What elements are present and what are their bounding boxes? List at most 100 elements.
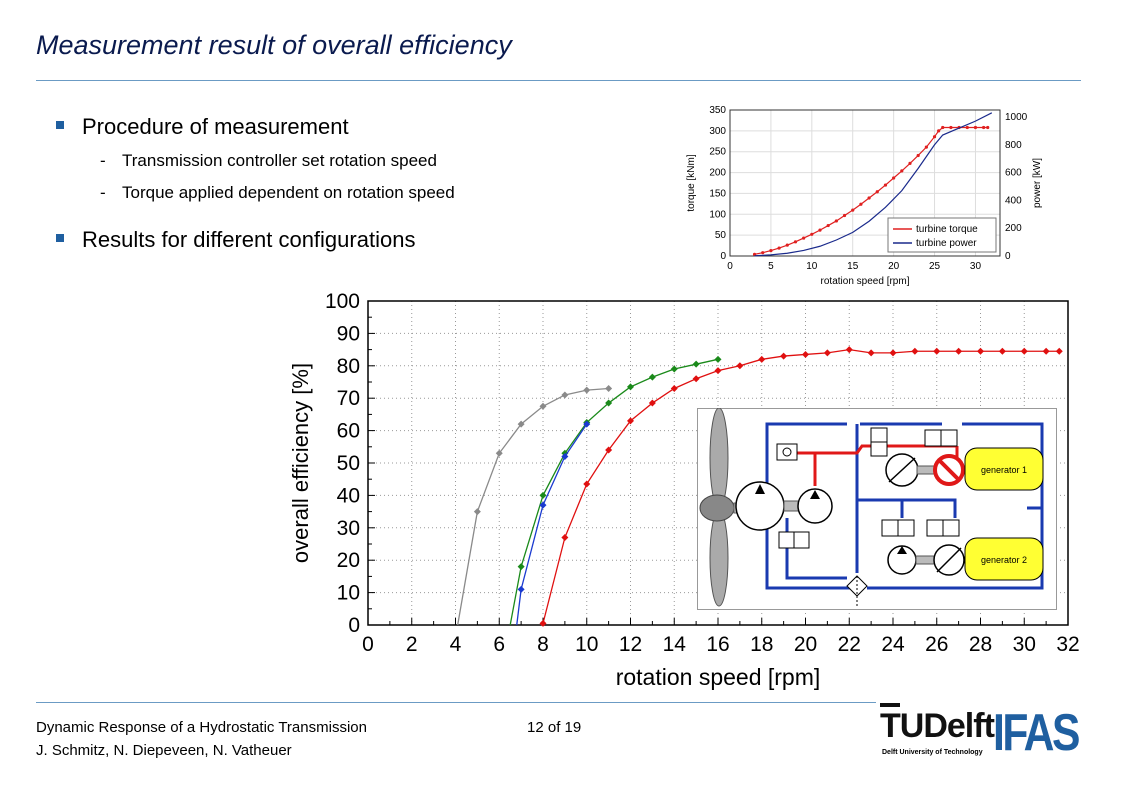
bullet-1-text: Procedure of measurement (82, 114, 349, 139)
torque-series-1-point (941, 125, 945, 130)
propeller-blade-bottom (709, 509, 729, 607)
torque-series-1-point (949, 125, 953, 130)
generator-2 (964, 537, 1044, 581)
x-tick-label: 2 (406, 633, 418, 656)
torque-series-1-point (892, 176, 896, 180)
x-tick-label: 14 (663, 633, 687, 656)
disabled-icon (933, 454, 965, 486)
tudelft-logo-subtitle: Delft University of Technology (882, 749, 983, 756)
torque-series-1-point (924, 145, 928, 149)
x-tick-label: 20 (888, 261, 900, 272)
efficiency-series-3-point (561, 453, 569, 461)
y-tick-label: 30 (337, 517, 360, 540)
x-tick-label: 4 (450, 633, 462, 656)
legend-box (887, 217, 997, 253)
y-tick-label: 0 (720, 251, 726, 262)
efficiency-series-2-point (605, 399, 613, 407)
y-tick-label: 150 (709, 188, 726, 199)
generator-1-label: generator 1 (981, 465, 1027, 475)
torque-series-1-point (810, 232, 814, 236)
torque-series-1-point (883, 183, 888, 187)
efficiency-series-1-point (517, 420, 525, 428)
torque-power-chart: 0 5 10 15 20 25 300501001502002503003500200400… (686, 105, 1043, 287)
y-tick-label: 0 (348, 614, 360, 637)
efficiency-series-2-point (648, 373, 656, 381)
bullet-2: Results for different configurations (56, 227, 415, 253)
y2-tick-label: 200 (1005, 223, 1022, 234)
x-tick-label: 5 (768, 261, 774, 272)
efficiency-series-4-point (1042, 347, 1050, 355)
efficiency-series-2-point (714, 355, 722, 363)
efficiency-series-4-point (889, 349, 897, 357)
title-rule (36, 80, 1081, 81)
torque-series-1-point (932, 135, 937, 139)
hydraulic-diagram: generator 1 generator 2 (697, 408, 1057, 610)
efficiency-series-1-line (457, 387, 609, 626)
torque-series-1-point (859, 202, 863, 206)
x-tick-label: 22 (838, 633, 861, 656)
x-axis-label: rotation speed [rpm] (821, 276, 910, 287)
bullet-1: Procedure of measurement (56, 114, 349, 140)
torque-series-1-point (965, 125, 969, 130)
efficiency-series-3-point (583, 420, 591, 428)
efficiency-series-2-point (692, 360, 700, 368)
bullet-square-icon (56, 234, 64, 243)
efficiency-series-4-point (648, 399, 656, 407)
torque-series-1-point (982, 125, 986, 130)
x-tick-label: 25 (929, 261, 941, 272)
y-tick-label: 40 (337, 484, 360, 507)
efficiency-series-1-point (473, 508, 481, 516)
torque-series-1-point (986, 125, 990, 130)
efficiency-series-2-point (517, 563, 525, 571)
y2-tick-label: 0 (1005, 251, 1011, 262)
efficiency-series-4-point (955, 347, 963, 355)
y-tick-label: 70 (337, 387, 360, 410)
y-tick-label: 80 (337, 355, 360, 378)
x-tick-label: 0 (362, 633, 374, 656)
y2-tick-label: 800 (1005, 140, 1022, 151)
y-axis-label: overall efficiency [%] (288, 363, 313, 563)
efficiency-series-4-point (998, 347, 1006, 355)
y-tick-label: 10 (337, 582, 360, 605)
torque-series-1-point (851, 208, 855, 212)
efficiency-series-3-line (516, 423, 588, 626)
bullet-2-text: Results for different configurations (82, 227, 416, 252)
efficiency-series-1-point (561, 391, 569, 399)
y2-tick-label: 400 (1005, 195, 1022, 206)
efficiency-series-4-point (539, 619, 547, 627)
page-number: 12 of 19 (527, 719, 582, 736)
x-tick-label: 30 (1013, 633, 1036, 656)
y-axis-label: torque [kNm] (686, 154, 697, 211)
bullet-square-icon (56, 121, 64, 130)
y-tick-label: 350 (709, 105, 726, 116)
footer-rule (36, 702, 876, 703)
propeller-hub (699, 494, 735, 522)
tudelft-logo: TUDelft Delft University of Technology (880, 703, 995, 765)
y-tick-label: 100 (709, 209, 726, 220)
x-tick-label: 32 (1056, 633, 1079, 656)
x-tick-label: 16 (706, 633, 729, 656)
torque-series-1-point (842, 213, 847, 218)
slide-title: Measurement result of overall efficiency (36, 30, 512, 60)
torque-series-1-point (834, 219, 838, 223)
efficiency-series-4-point (1020, 347, 1028, 355)
y-tick-label: 50 (715, 230, 727, 241)
tudelft-logo-text: Delft (923, 707, 995, 745)
x-tick-label: 10 (806, 261, 818, 272)
x-tick-label: 12 (619, 633, 642, 656)
torque-series-1-point (875, 190, 879, 194)
x-tick-label: 15 (847, 261, 859, 272)
x-axis-label: rotation speed [rpm] (616, 664, 821, 690)
efficiency-series-4-point (867, 349, 875, 357)
y-tick-label: 200 (709, 168, 726, 179)
efficiency-series-4-point (933, 347, 941, 355)
x-tick-label: 28 (969, 633, 992, 656)
x-tick-label: 26 (925, 633, 948, 656)
motor (797, 488, 833, 524)
torque-series-2-line (754, 112, 993, 257)
torque-series-1-point (937, 129, 941, 133)
efficiency-chart: 0 2 4 6 8 10 12 14 16 18 20 22 24 26 28 30 3201020304050… (288, 290, 1080, 690)
efficiency-series-4-point (627, 417, 634, 425)
y-tick-label: 90 (337, 322, 360, 345)
x-tick-label: 24 (881, 633, 905, 656)
